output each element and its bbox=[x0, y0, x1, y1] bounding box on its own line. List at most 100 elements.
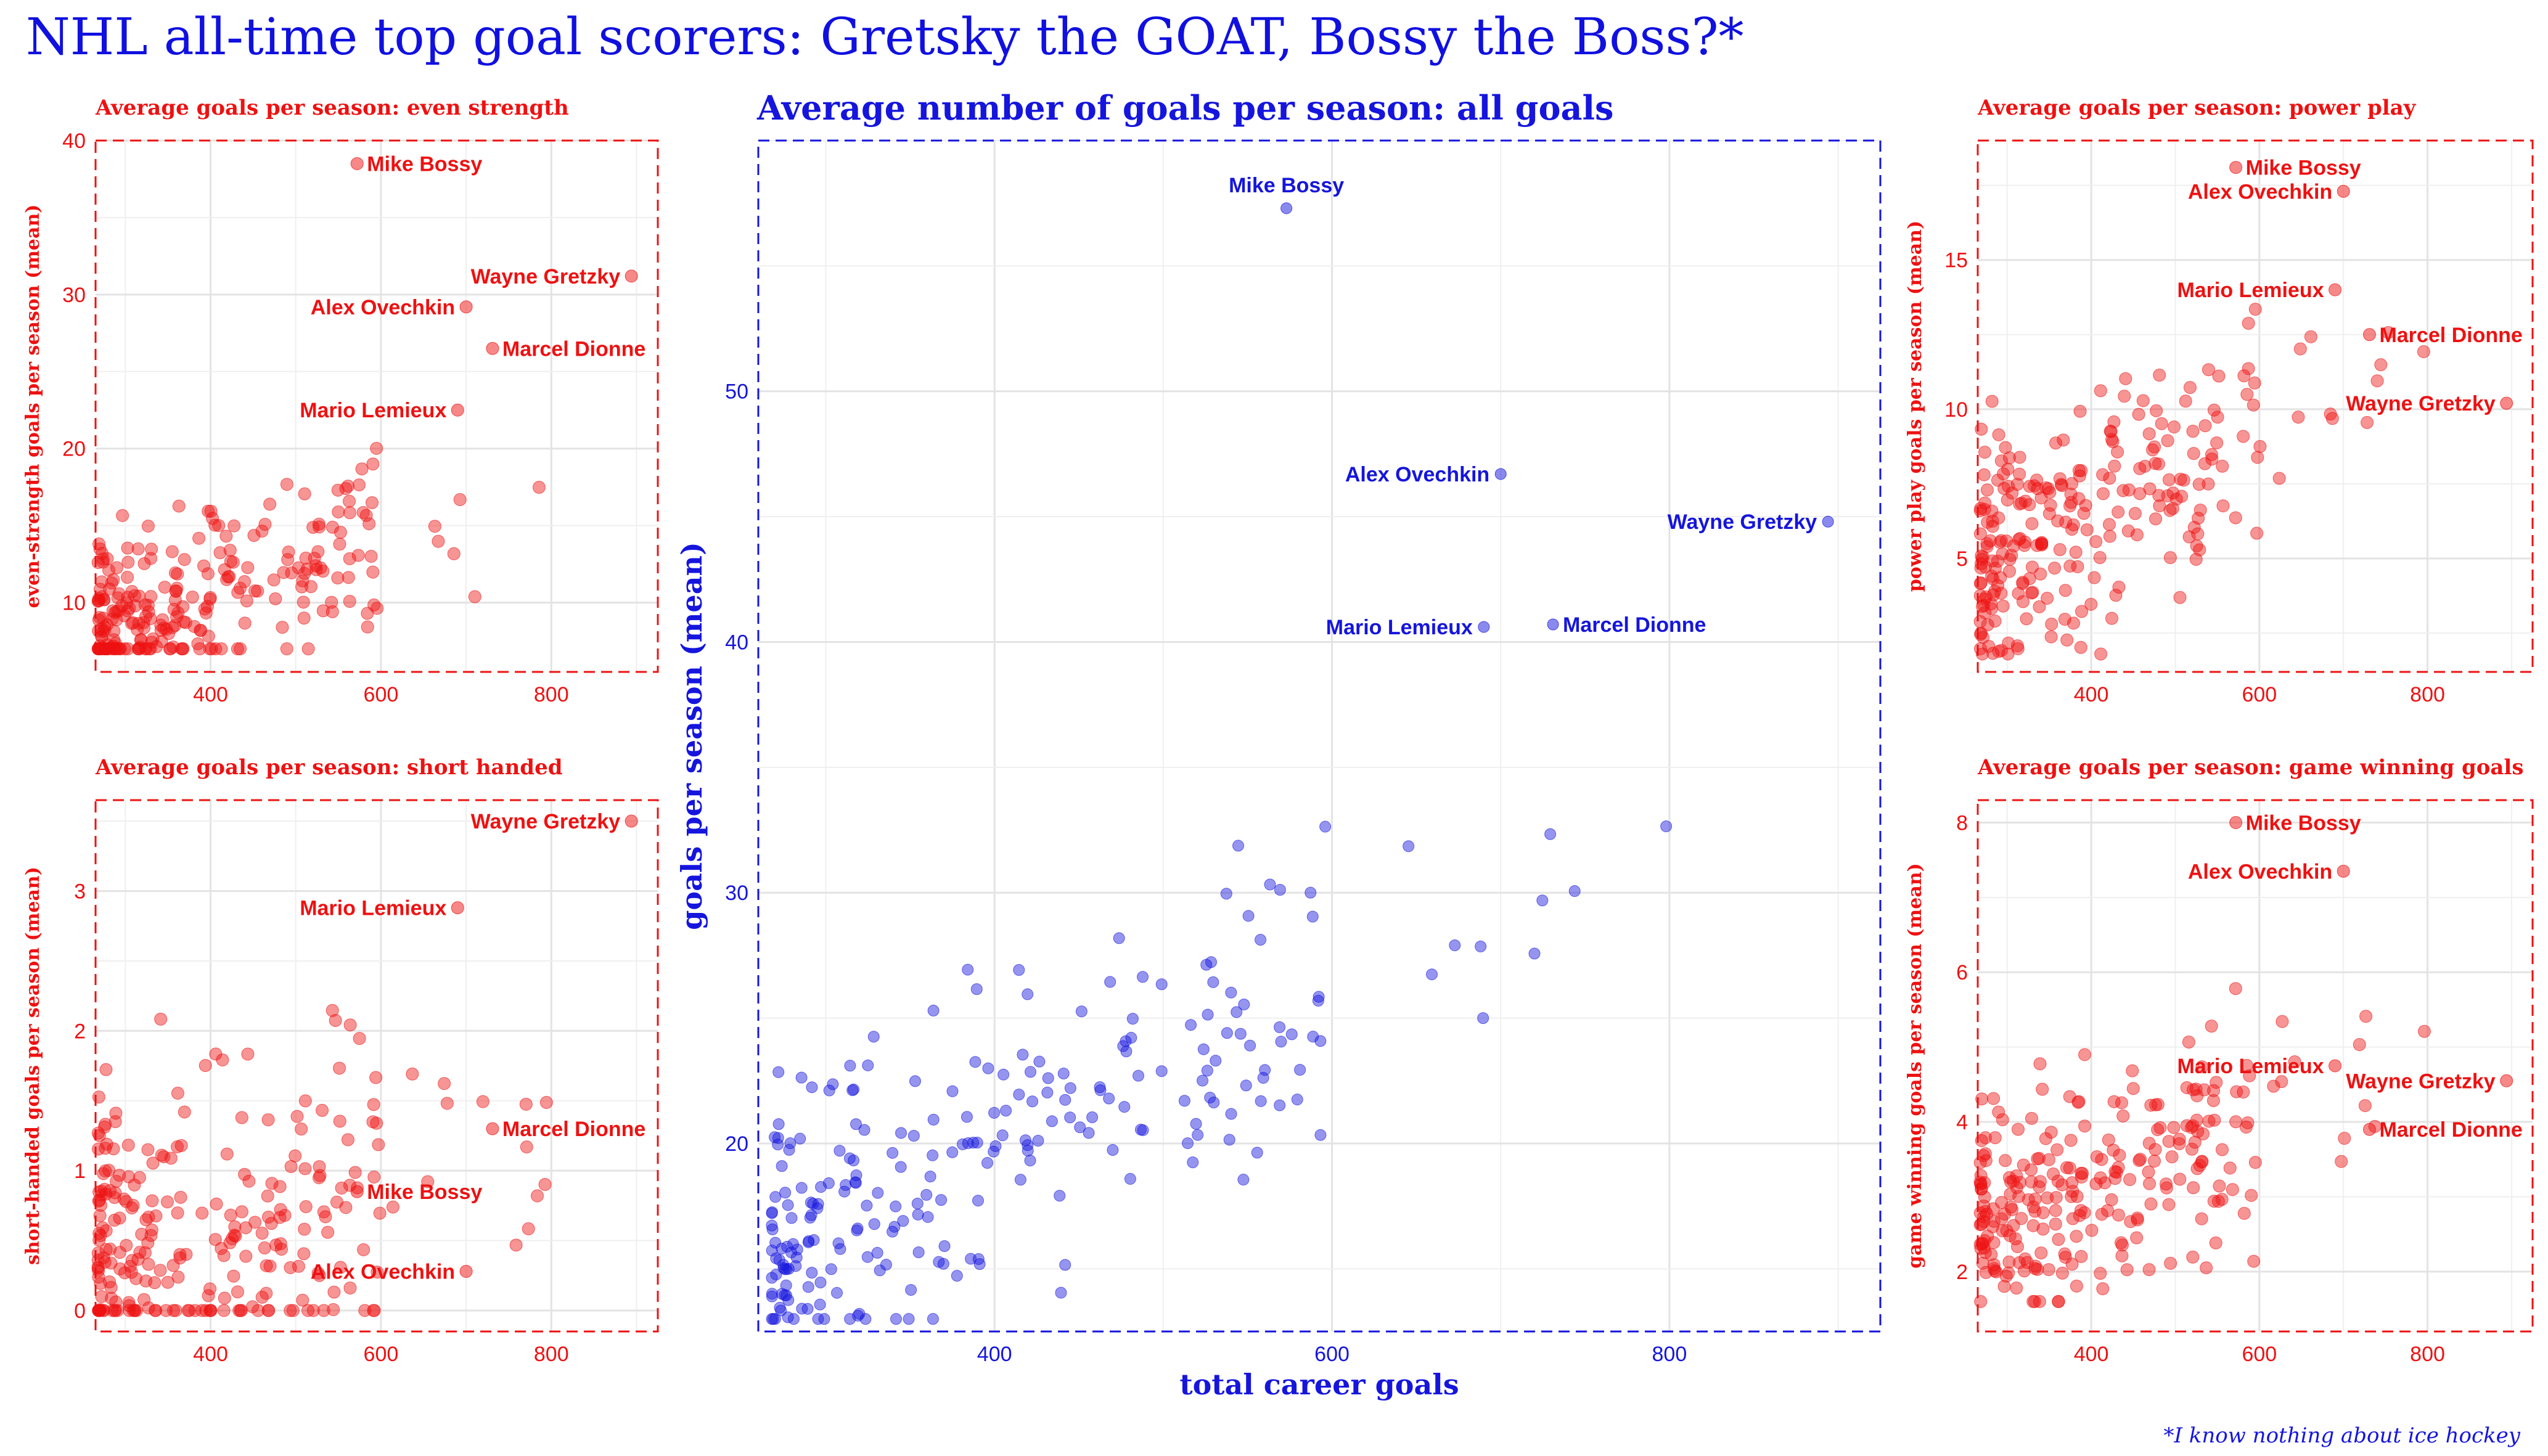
data-point bbox=[2173, 1132, 2186, 1146]
data-point bbox=[1973, 1156, 1987, 1169]
data-point bbox=[2002, 636, 2015, 650]
data-point bbox=[2059, 515, 2073, 529]
data-point bbox=[386, 1200, 399, 1214]
data-point bbox=[2012, 1190, 2026, 1203]
data-point bbox=[269, 592, 282, 605]
data-point bbox=[897, 1215, 909, 1227]
data-point bbox=[1307, 1031, 1319, 1043]
data-point bbox=[248, 584, 261, 598]
data-point bbox=[2118, 390, 2131, 403]
panel-border bbox=[1977, 799, 2534, 1333]
data-point bbox=[2078, 1206, 2091, 1219]
data-point bbox=[1137, 971, 1149, 983]
data-point bbox=[99, 1063, 113, 1076]
data-point bbox=[317, 1304, 330, 1317]
data-point bbox=[2182, 1035, 2195, 1049]
data-point bbox=[1057, 1068, 1070, 1080]
data-point bbox=[766, 1313, 778, 1325]
data-point bbox=[133, 1171, 146, 1184]
data-point bbox=[108, 1191, 121, 1204]
data-point bbox=[1155, 1065, 1168, 1078]
data-point bbox=[263, 497, 277, 511]
data-point bbox=[1997, 481, 2011, 495]
data-point bbox=[890, 1313, 902, 1325]
data-point bbox=[107, 1142, 120, 1156]
y-tick-label: 50 bbox=[725, 380, 748, 404]
data-point bbox=[273, 1180, 287, 1193]
data-point bbox=[178, 1105, 191, 1119]
data-point bbox=[888, 1221, 901, 1233]
data-point bbox=[2022, 1193, 2035, 1206]
data-point bbox=[2036, 1082, 2049, 1096]
data-point bbox=[1985, 1248, 1998, 1261]
data-point bbox=[208, 1233, 222, 1246]
data-point bbox=[1220, 888, 1232, 900]
data-point bbox=[296, 1293, 309, 1307]
data-point bbox=[225, 1232, 239, 1246]
data-point bbox=[2251, 451, 2264, 464]
data-point bbox=[2048, 562, 2062, 575]
data-point bbox=[2161, 489, 2174, 502]
data-point bbox=[212, 519, 226, 533]
data-point bbox=[927, 1004, 940, 1016]
data-point bbox=[862, 1059, 874, 1071]
data-point-highlight bbox=[2337, 864, 2350, 878]
data-point bbox=[170, 584, 183, 598]
data-point bbox=[782, 1199, 794, 1211]
data-point bbox=[538, 1177, 552, 1191]
data-point bbox=[2095, 1208, 2108, 1221]
data-point bbox=[996, 1129, 1009, 1142]
data-point bbox=[326, 1004, 339, 1017]
data-point bbox=[2115, 1238, 2129, 1252]
data-point bbox=[2248, 376, 2261, 390]
player-label: Mario Lemieux bbox=[2177, 1055, 2324, 1078]
data-point bbox=[1274, 1021, 1286, 1033]
data-point bbox=[2003, 552, 2017, 566]
data-point bbox=[209, 642, 223, 656]
data-point bbox=[2151, 1098, 2165, 1111]
data-point bbox=[145, 1223, 158, 1237]
data-point bbox=[238, 1168, 252, 1181]
data-point bbox=[157, 621, 171, 635]
data-point bbox=[1974, 628, 1988, 641]
data-point bbox=[2198, 419, 2212, 433]
data-point bbox=[2149, 1143, 2162, 1156]
data-point bbox=[1991, 554, 2004, 568]
data-point bbox=[2079, 499, 2092, 512]
data-point bbox=[121, 571, 134, 584]
player-label: Marcel Dionne bbox=[1563, 613, 1706, 637]
data-point bbox=[116, 509, 129, 522]
data-point bbox=[342, 494, 356, 508]
data-point bbox=[2018, 494, 2032, 508]
data-point bbox=[170, 610, 184, 624]
data-point bbox=[2211, 411, 2224, 424]
data-point bbox=[440, 1097, 454, 1110]
data-point bbox=[1986, 572, 2000, 586]
data-point bbox=[139, 1274, 153, 1288]
data-point bbox=[2132, 407, 2145, 421]
data-point bbox=[188, 1304, 202, 1317]
data-point bbox=[795, 1071, 808, 1084]
data-point bbox=[769, 1237, 782, 1249]
data-point bbox=[844, 1313, 856, 1325]
data-point bbox=[843, 1152, 856, 1164]
data-point bbox=[1086, 1111, 1099, 1123]
data-point bbox=[366, 565, 380, 579]
data-point bbox=[2230, 1085, 2243, 1098]
data-point bbox=[965, 1253, 977, 1265]
data-point bbox=[2013, 467, 2026, 481]
y-tick-label: 15 bbox=[1944, 249, 1968, 272]
data-point bbox=[2072, 464, 2086, 477]
data-point bbox=[218, 563, 231, 576]
data-point bbox=[100, 618, 114, 631]
data-point bbox=[154, 1012, 168, 1026]
data-point bbox=[99, 1187, 113, 1201]
data-point bbox=[1980, 483, 1994, 497]
data-point bbox=[267, 573, 281, 587]
data-point bbox=[2126, 1082, 2140, 1095]
data-point bbox=[297, 611, 311, 625]
data-point bbox=[2103, 530, 2116, 543]
data-point bbox=[2069, 546, 2083, 559]
data-point bbox=[2167, 1121, 2181, 1134]
data-point bbox=[2144, 1098, 2158, 1112]
